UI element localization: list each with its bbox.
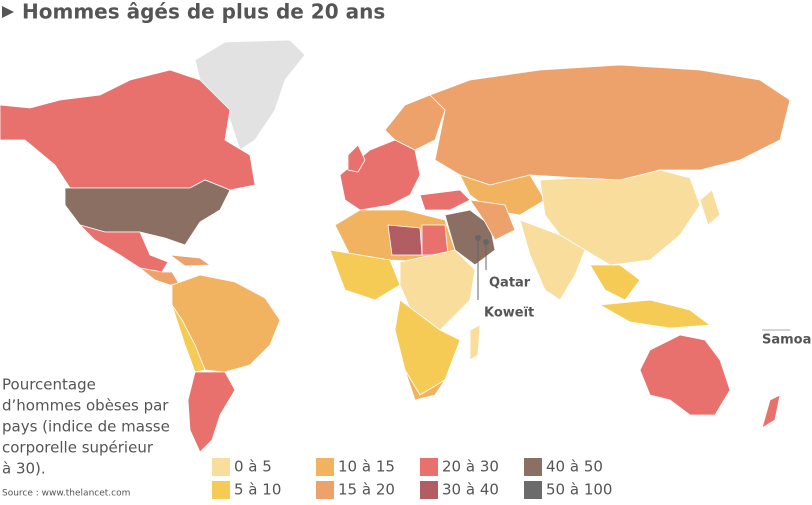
- legend-swatch: [420, 458, 438, 476]
- legend-swatch: [524, 458, 542, 476]
- description-line: d’hommes obèses par: [2, 397, 169, 415]
- title: Hommes âgés de plus de 20 ans: [22, 0, 385, 24]
- russia: [429, 64, 791, 186]
- description-line: à 30).: [2, 460, 46, 478]
- label-koweit: Koweït: [484, 306, 534, 321]
- madagascar: [469, 324, 481, 361]
- source: Source : www.thelancet.com: [2, 489, 130, 499]
- egypt: [421, 224, 449, 256]
- mexico: [78, 224, 169, 273]
- legend-label: 40 à 50: [546, 458, 603, 476]
- legend-swatch: [212, 458, 230, 476]
- description: Pourcentage d’hommes obèses par pays (indi…: [2, 376, 170, 478]
- legend-swatch: [316, 458, 334, 476]
- description-line: Pourcentage: [2, 376, 96, 394]
- title-arrow: [2, 6, 14, 18]
- caribbean: [168, 254, 212, 267]
- argentina-chile: [187, 371, 236, 453]
- legend-label: 15 à 20: [338, 481, 395, 499]
- southeast-asia: [589, 264, 641, 301]
- legend-label: 20 à 30: [442, 458, 499, 476]
- western-europe: [339, 139, 421, 211]
- central-asia: [459, 174, 546, 216]
- legend-label: 30 à 40: [442, 481, 499, 499]
- legend-swatch: [316, 481, 334, 499]
- peru-bolivia: [171, 304, 206, 373]
- world-map: [0, 39, 791, 453]
- indonesia: [598, 299, 712, 329]
- legend: 0 à 5 5 à 10 10 à 15 15 à 20 20 à 30 30 à 40 4…: [212, 458, 612, 499]
- india: [519, 219, 586, 301]
- east-africa: [399, 249, 476, 331]
- legend-label: 0 à 5: [234, 458, 272, 476]
- west-africa: [329, 249, 401, 301]
- scandinavia: [384, 94, 446, 151]
- turkey: [419, 189, 471, 211]
- legend-swatch: [420, 481, 438, 499]
- label-qatar: Qatar: [489, 276, 531, 291]
- new-zealand: [761, 394, 781, 429]
- uk: [347, 144, 366, 173]
- legend-label: 10 à 15: [338, 458, 395, 476]
- south-africa: [404, 369, 446, 401]
- label-samoa: Samoa: [762, 333, 811, 348]
- canada: [0, 69, 256, 191]
- legend-swatch: [212, 481, 230, 499]
- legend-label: 50 à 100: [546, 481, 612, 499]
- description-line: pays (indice de masse: [2, 418, 170, 436]
- legend-swatch: [524, 481, 542, 499]
- description-line: corporelle supérieur: [2, 439, 154, 457]
- korea-japan: [699, 189, 721, 226]
- australia: [639, 334, 731, 416]
- south-america-north: [171, 274, 281, 373]
- iran: [469, 199, 516, 241]
- legend-label: 5 à 10: [234, 481, 281, 499]
- libya: [387, 224, 423, 256]
